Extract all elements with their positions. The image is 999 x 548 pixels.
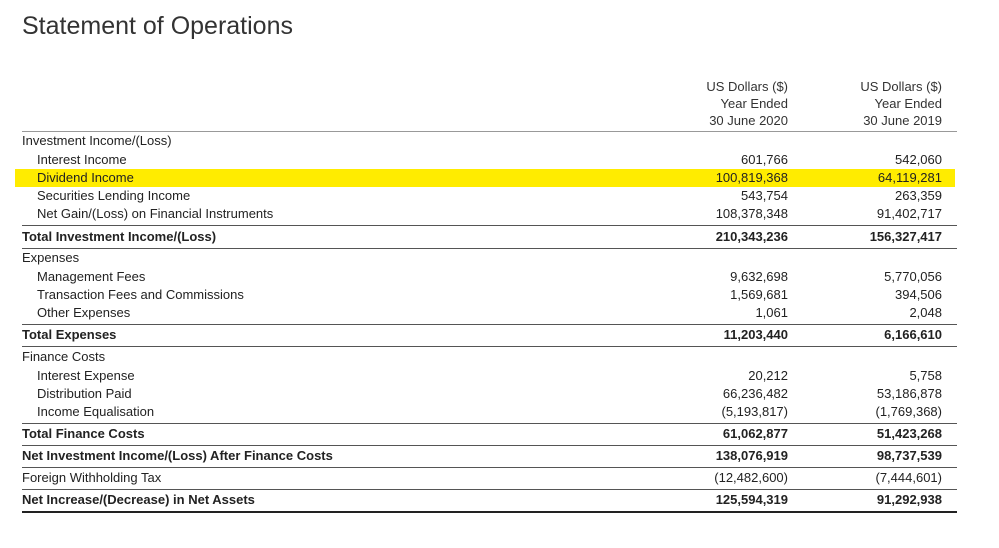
cell-value: 5,758 [909, 368, 942, 383]
row-label: Net Increase/(Decrease) in Net Assets [22, 492, 255, 507]
table-row: Interest Income 601,766 542,060 [15, 151, 955, 169]
cell-value: (12,482,600) [714, 470, 788, 485]
row-label: Management Fees [37, 269, 146, 284]
cell-value: 91,292,938 [876, 492, 942, 507]
table-row: Net Investment Income/(Loss) After Finan… [15, 447, 955, 465]
row-label: Other Expenses [37, 305, 131, 320]
column-header: Year Ended [874, 96, 942, 111]
cell-value: 91,402,717 [876, 206, 942, 221]
column-header: US Dollars ($) [860, 79, 942, 94]
table-row: Expenses [15, 249, 955, 267]
rule [22, 131, 957, 132]
cell-value: 156,327,417 [869, 229, 942, 244]
row-label: Securities Lending Income [37, 188, 191, 203]
table-row: Other Expenses 1,061 2,048 [15, 304, 955, 322]
cell-value: 64,119,281 [877, 170, 942, 185]
row-label: Distribution Paid [37, 386, 132, 401]
rule [22, 511, 957, 513]
row-label: Total Finance Costs [22, 426, 145, 441]
cell-value: 543,754 [741, 188, 788, 203]
row-label: Interest Expense [37, 368, 135, 383]
row-label: Total Investment Income/(Loss) [22, 229, 217, 244]
row-label: Foreign Withholding Tax [22, 470, 162, 485]
rule [22, 467, 957, 468]
cell-value: 2,048 [909, 305, 942, 320]
row-label: Finance Costs [22, 349, 106, 364]
row-label: Net Gain/(Loss) on Financial Instruments [37, 206, 274, 221]
table-row: Interest Expense 20,212 5,758 [15, 367, 955, 385]
rule [22, 489, 957, 490]
table-row: Total Expenses 11,203,440 6,166,610 [15, 326, 955, 344]
table-row: Total Investment Income/(Loss) 210,343,23… [15, 228, 955, 246]
cell-value: 6,166,610 [884, 327, 942, 342]
cell-value: 1,061 [755, 305, 788, 320]
cell-value: (5,193,817) [721, 404, 789, 419]
column-header: US Dollars ($) [706, 79, 788, 94]
row-label: Income Equalisation [37, 404, 155, 419]
cell-value: 394,506 [895, 287, 942, 302]
row-label: Expenses [22, 250, 80, 265]
table-row: Dividend Income 100,819,368 64,119,281 [15, 169, 955, 187]
table-row: Distribution Paid 66,236,482 53,186,878 [15, 385, 955, 403]
cell-value: 601,766 [741, 152, 788, 167]
table-row: Total Finance Costs 61,062,877 51,423,268 [15, 425, 955, 443]
cell-value: 542,060 [895, 152, 942, 167]
row-label: Transaction Fees and Commissions [37, 287, 244, 302]
cell-value: 100,819,368 [715, 170, 788, 185]
title: Statement of Operations [22, 12, 293, 40]
rule [22, 324, 957, 325]
table-row: Investment Income/(Loss) [15, 132, 955, 150]
cell-value: (1,769,368) [875, 404, 943, 419]
cell-value: 9,632,698 [730, 269, 788, 284]
table-row: Management Fees 9,632,698 5,770,056 [15, 268, 955, 286]
cell-value: 61,062,877 [722, 426, 788, 441]
row-label: Dividend Income [37, 170, 134, 185]
cell-value: 11,203,440 [723, 327, 788, 342]
cell-value: 53,186,878 [876, 386, 942, 401]
cell-value: (7,444,601) [875, 470, 943, 485]
cell-value: 5,770,056 [884, 269, 942, 284]
cell-value: 138,076,919 [715, 448, 788, 463]
cell-value: 210,343,236 [715, 229, 788, 244]
table-row: Net Increase/(Decrease) in Net Assets 125… [15, 491, 955, 509]
rule [22, 423, 957, 424]
cell-value: 98,737,539 [876, 448, 942, 463]
row-label: Investment Income/(Loss) [22, 133, 172, 148]
table-row: Net Gain/(Loss) on Financial Instruments… [15, 205, 955, 223]
cell-value: 51,423,268 [876, 426, 942, 441]
rule [22, 225, 957, 226]
cell-value: 125,594,319 [715, 492, 788, 507]
cell-value: 1,569,681 [730, 287, 788, 302]
column-header: Year Ended [720, 96, 788, 111]
rule [22, 445, 957, 446]
row-label: Interest Income [37, 152, 127, 167]
cell-value: 66,236,482 [722, 386, 788, 401]
rule [22, 346, 957, 347]
cell-value: 263,359 [895, 188, 942, 203]
table-row: Foreign Withholding Tax (12,482,600) (7,44… [15, 469, 955, 487]
table-row: Transaction Fees and Commissions 1,569,68… [15, 286, 955, 304]
column-header: 30 June 2019 [863, 113, 942, 128]
table-row: Income Equalisation (5,193,817) (1,769,368… [15, 403, 955, 421]
row-label: Total Expenses [22, 327, 117, 342]
table-row: Finance Costs [15, 348, 955, 366]
row-label: Net Investment Income/(Loss) After Finan… [22, 448, 333, 463]
rule [22, 248, 957, 249]
cell-value: 108,378,348 [715, 206, 788, 221]
cell-value: 20,212 [748, 368, 788, 383]
column-header: 30 June 2020 [709, 113, 788, 128]
table-row: Securities Lending Income 543,754 263,359 [15, 187, 955, 205]
